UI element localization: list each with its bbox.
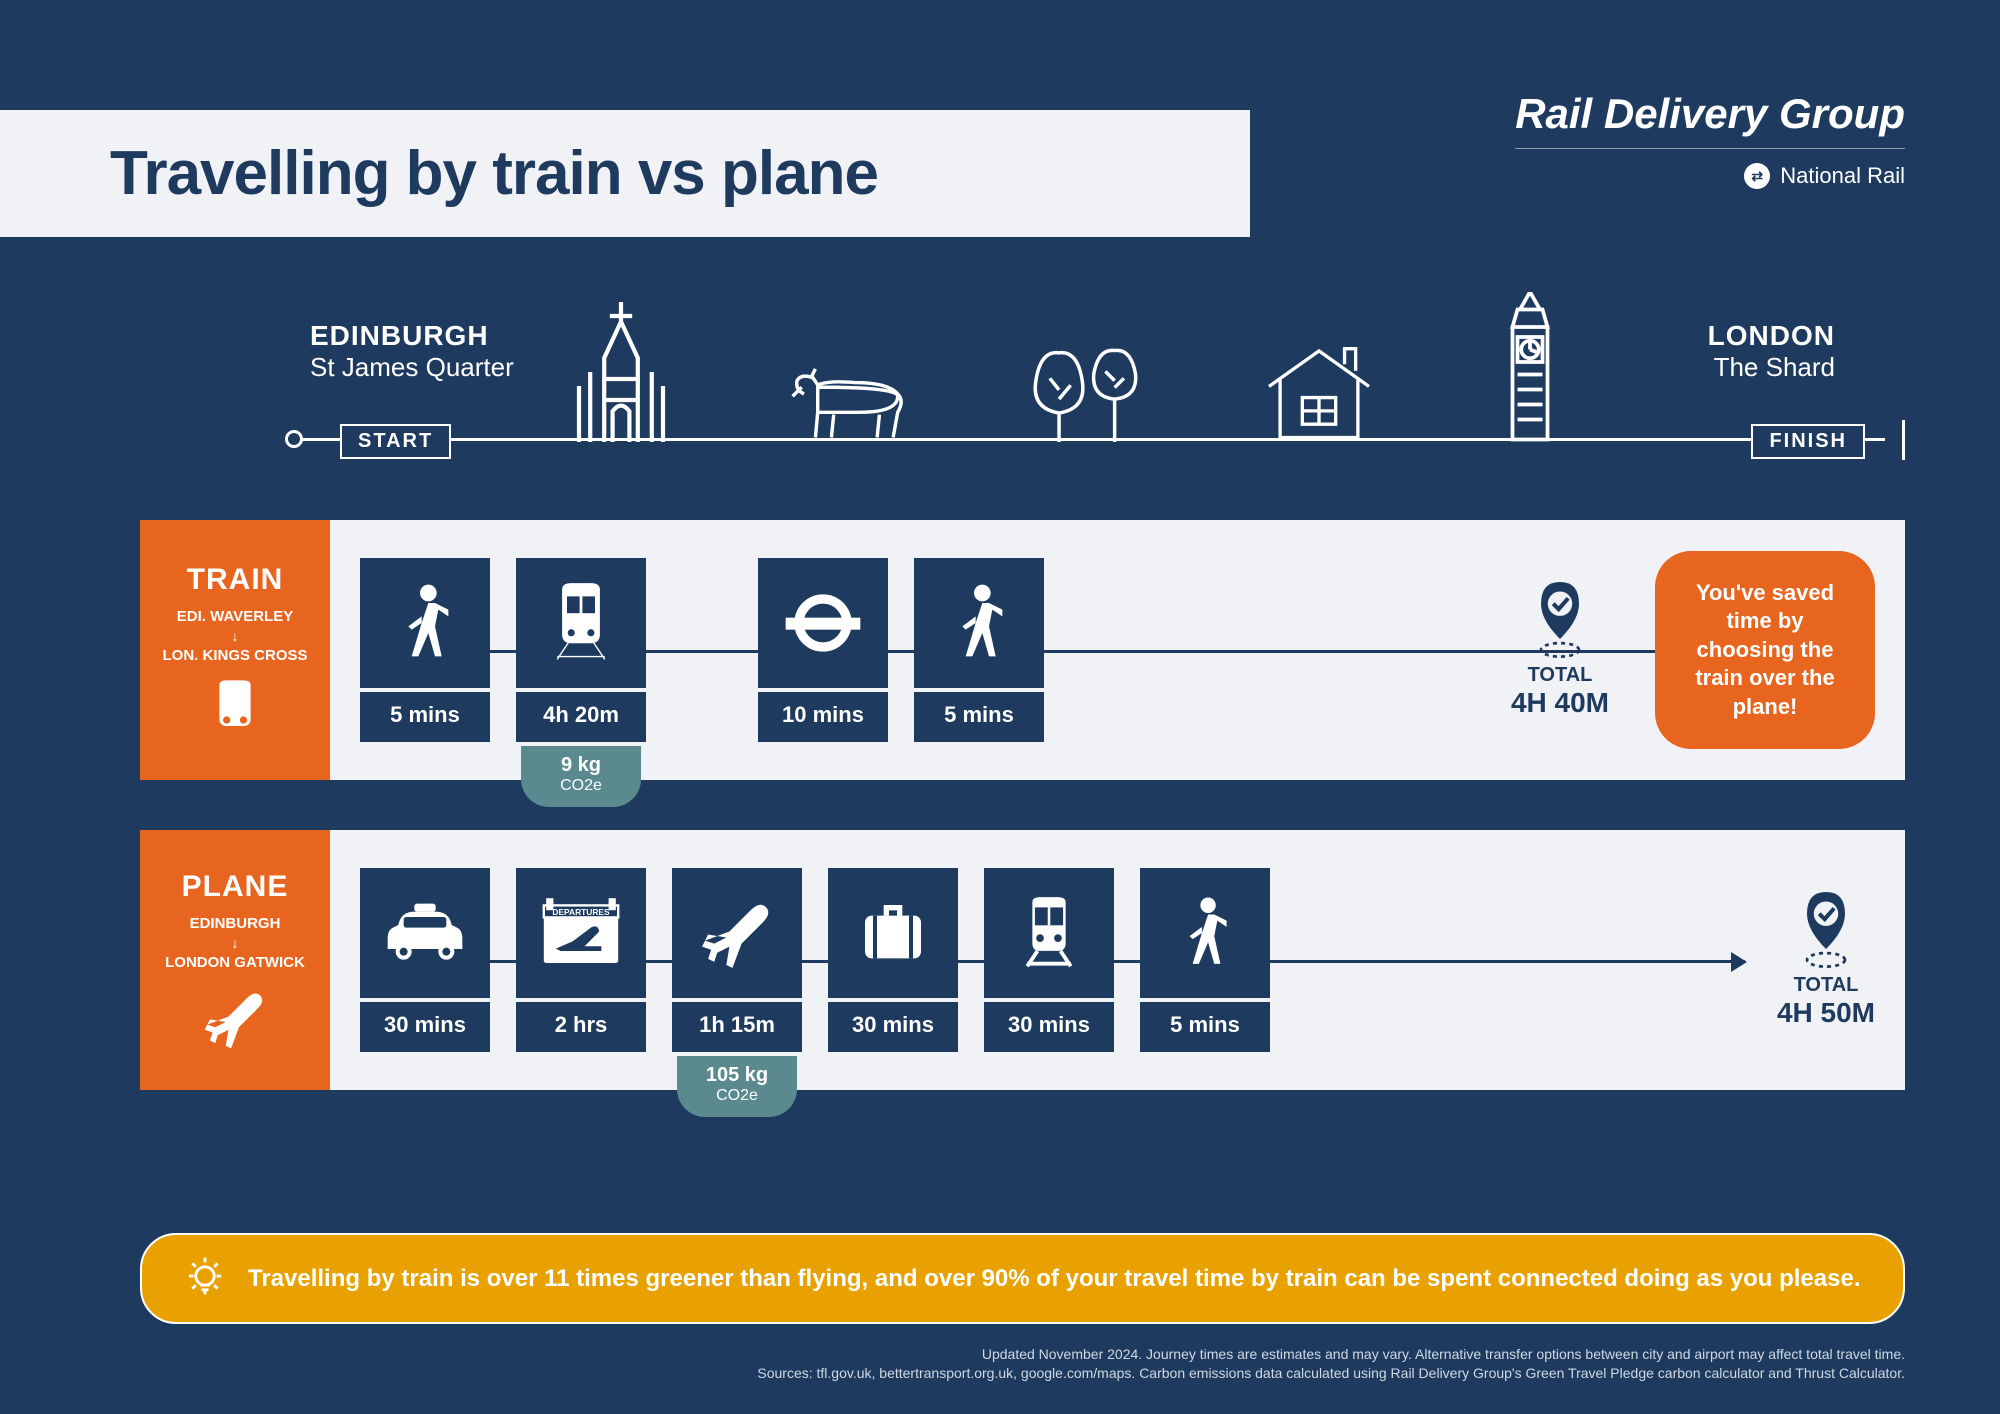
train-to: LON. KINGS CROSS <box>162 646 307 666</box>
train-step-1-time: 4h 20m <box>516 692 646 742</box>
start-city: EDINBURGH <box>310 320 514 352</box>
train-row: TRAIN EDI. WAVERLEY ↓ LON. KINGS CROSS 5… <box>140 520 1905 780</box>
scenery-row <box>510 292 1625 442</box>
big-ben-icon <box>1485 292 1575 442</box>
train-from: EDI. WAVERLEY <box>177 607 293 627</box>
train-body: 5 mins 4h 20m 9 kg CO2e 10 mins 5 mins T… <box>330 520 1905 780</box>
plane-step-2-time: 1h 15m <box>672 1002 802 1052</box>
walk-icon <box>914 558 1044 688</box>
plane-row: PLANE EDINBURGH ↓ LONDON GATWICK 30 mins… <box>140 830 1905 1090</box>
train-step-train: 4h 20m 9 kg CO2e <box>516 558 646 742</box>
plane-co2-unit: CO2e <box>677 1087 797 1105</box>
lightbulb-icon <box>182 1253 228 1304</box>
train-label: TRAIN EDI. WAVERLEY ↓ LON. KINGS CROSS <box>140 520 330 780</box>
plane-co2-kg: 105 kg <box>677 1064 797 1087</box>
train-step-walk-2: 5 mins <box>914 558 1044 742</box>
pin-check-icon <box>1796 892 1856 968</box>
brand-sub: ⇄ National Rail <box>1515 163 1905 189</box>
train-total-label: TOTAL <box>1528 664 1593 687</box>
plane-step-flight: 1h 15m 105 kg CO2e <box>672 868 802 1052</box>
title-bar: Travelling by train vs plane <box>0 110 1250 237</box>
plane-label: PLANE EDINBURGH ↓ LONDON GATWICK <box>140 830 330 1090</box>
start-place: St James Quarter <box>310 352 514 383</box>
walk-icon <box>360 558 490 688</box>
plane-from: EDINBURGH <box>190 914 281 934</box>
plane-total-label: TOTAL <box>1794 974 1859 997</box>
train-step-0-time: 5 mins <box>360 692 490 742</box>
journey-start: EDINBURGH St James Quarter <box>310 320 514 383</box>
car-icon <box>360 868 490 998</box>
baggage-icon <box>828 868 958 998</box>
arrow-down-icon: ↓ <box>232 935 239 951</box>
plane-step-departures: DEPARTURES 2 hrs <box>516 868 646 1052</box>
train-icon <box>205 678 265 738</box>
finish-tag: FINISH <box>1751 424 1865 459</box>
train-vehicle-icon <box>516 558 646 688</box>
plane-step-3-time: 30 mins <box>828 1002 958 1052</box>
page-title: Travelling by train vs plane <box>110 138 1190 209</box>
national-rail-icon: ⇄ <box>1744 163 1770 189</box>
train-total-value: 4H 40M <box>1511 687 1609 719</box>
train-mode: TRAIN <box>187 563 284 597</box>
plane-step-baggage: 30 mins <box>828 868 958 1052</box>
cow-icon <box>782 362 922 442</box>
cathedral-icon <box>561 302 681 442</box>
start-node-icon <box>285 430 303 448</box>
train-step-2-time: 10 mins <box>758 692 888 742</box>
plane-total: TOTAL 4H 50M <box>1777 892 1875 1029</box>
tube-icon <box>758 558 888 688</box>
brand-name: Rail Delivery Group <box>1515 90 1905 149</box>
plane-step-4-time: 30 mins <box>984 1002 1114 1052</box>
train-total: TOTAL 4H 40M <box>1511 582 1609 719</box>
train-step-tube: 10 mins <box>758 558 888 742</box>
trees-icon <box>1023 332 1153 442</box>
footer-banner: Travelling by train is over 11 times gre… <box>140 1233 1905 1324</box>
walk-icon <box>1140 868 1270 998</box>
arrow-down-icon: ↓ <box>232 628 239 644</box>
house-icon <box>1254 342 1384 442</box>
end-city: LONDON <box>1708 320 1835 352</box>
pin-check-icon <box>1530 582 1590 658</box>
train-co2-unit: CO2e <box>521 777 641 795</box>
plane-step-car: 30 mins <box>360 868 490 1052</box>
plane-step-0-time: 30 mins <box>360 1002 490 1052</box>
brand-sub-text: National Rail <box>1780 163 1905 189</box>
plane-total-value: 4H 50M <box>1777 997 1875 1029</box>
train-step-walk-1: 5 mins <box>360 558 490 742</box>
end-cap-icon <box>1902 420 1905 460</box>
plane-body: 30 mins DEPARTURES 2 hrs 1h 15m 105 kg C… <box>330 830 1905 1090</box>
plane-mode: PLANE <box>182 870 289 904</box>
plane-step-1-time: 2 hrs <box>516 1002 646 1052</box>
journey-end: LONDON The Shard <box>1708 320 1835 383</box>
departures-label: DEPARTURES <box>552 907 610 917</box>
fineprint-line1: Updated November 2024. Journey times are… <box>140 1345 1905 1365</box>
plane-icon <box>202 985 268 1051</box>
brand-block: Rail Delivery Group ⇄ National Rail <box>1515 90 1905 189</box>
train-step-3-time: 5 mins <box>914 692 1044 742</box>
departures-icon: DEPARTURES <box>516 868 646 998</box>
plane-step-train: 30 mins <box>984 868 1114 1052</box>
plane-step-walk: 5 mins <box>1140 868 1270 1052</box>
plane-co2: 105 kg CO2e <box>677 1056 797 1117</box>
plane-to: LONDON GATWICK <box>165 953 305 973</box>
end-place: The Shard <box>1708 352 1835 383</box>
banner-message: Travelling by train is over 11 times gre… <box>248 1265 1861 1293</box>
start-tag: START <box>340 424 451 459</box>
journey-header: EDINBURGH St James Quarter LONDON The Sh… <box>140 300 1905 470</box>
train-co2-kg: 9 kg <box>521 754 641 777</box>
fineprint: Updated November 2024. Journey times are… <box>140 1345 1905 1384</box>
callout-badge: You've saved time by choosing the train … <box>1655 551 1875 750</box>
train-co2: 9 kg CO2e <box>521 746 641 807</box>
train-vehicle-icon <box>984 868 1114 998</box>
plane-step-5-time: 5 mins <box>1140 1002 1270 1052</box>
fineprint-line2: Sources: tfl.gov.uk, bettertransport.org… <box>140 1364 1905 1384</box>
plane-vehicle-icon <box>672 868 802 998</box>
